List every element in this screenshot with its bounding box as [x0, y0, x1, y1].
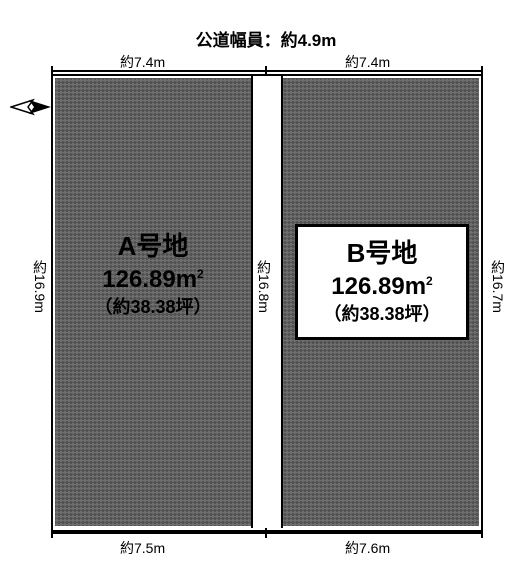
- dim-left: 約16.9m: [30, 260, 50, 313]
- lot-divider-right: [281, 76, 283, 528]
- lot-b-area-val: 126.89m: [331, 273, 426, 300]
- dim-bottom-right: 約7.6m: [345, 538, 390, 558]
- lot-b-infobox: B号地 126.89m2 （約38.38坪）: [295, 224, 469, 340]
- dim-bottom-left: 約7.5m: [120, 538, 165, 558]
- lot-b-area: 126.89m2: [306, 271, 458, 302]
- road-width-title: 公道幅員：約4.9m: [0, 26, 532, 51]
- lot-b-name: B号地: [306, 237, 458, 271]
- dim-line-bottom: [51, 532, 483, 534]
- lot-a-area-sup: 2: [197, 267, 204, 281]
- dim-top-right: 約7.4m: [345, 52, 390, 72]
- dim-top-left: 約7.4m: [120, 52, 165, 72]
- lot-a-tsubo: （約38.38坪）: [62, 295, 244, 320]
- compass-icon: [10, 86, 52, 133]
- lot-divider-left: [251, 76, 253, 528]
- dim-right: 約16.7m: [488, 260, 508, 313]
- lot-a-label: A号地 126.89m2 （約38.38坪）: [62, 230, 244, 320]
- lot-a-name: A号地: [62, 230, 244, 264]
- dim-line-top: [51, 70, 483, 72]
- lot-a-area: 126.89m2: [62, 264, 244, 295]
- plot-diagram: 公道幅員：約4.9m 約7.4m 約7.4m 約7.5m 約7.6m 約16.9…: [0, 0, 532, 575]
- lot-b-area-sup: 2: [426, 274, 433, 288]
- lot-b-tsubo: （約38.38坪）: [306, 302, 458, 327]
- lot-a-area-val: 126.89m: [102, 266, 197, 293]
